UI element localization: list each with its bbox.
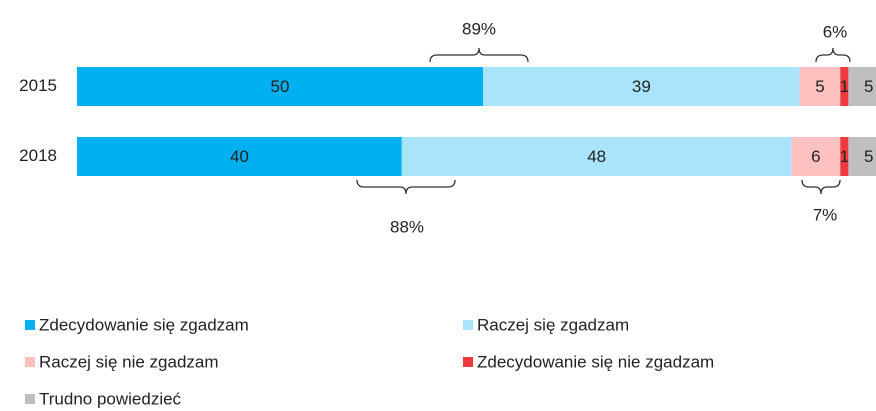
- brace: [801, 179, 841, 195]
- bar-segment: [483, 67, 800, 106]
- bar-segment: [77, 137, 402, 176]
- annotation: 6%: [823, 22, 848, 41]
- data-label: 40: [230, 147, 249, 166]
- brace: [815, 47, 851, 63]
- bar-segment: [799, 67, 841, 106]
- legend-swatch: [25, 394, 35, 404]
- data-label: 48: [587, 147, 606, 166]
- legend-label: Zdecydowanie się nie zgadzam: [477, 352, 714, 371]
- brace: [356, 179, 456, 195]
- legend-label: Trudno powiedzieć: [39, 389, 182, 408]
- data-label: 5: [864, 147, 873, 166]
- legend-swatch: [463, 320, 473, 330]
- data-label: 1: [840, 147, 849, 166]
- data-label: 1: [840, 77, 849, 96]
- y-tick-label: 2015: [19, 76, 57, 95]
- brace: [429, 47, 529, 63]
- legend-swatch: [25, 357, 35, 367]
- bar-segment: [840, 137, 849, 176]
- y-tick-label: 2018: [19, 146, 57, 165]
- data-label: 6: [811, 147, 820, 166]
- bar-segment: [848, 137, 876, 176]
- bar-segment: [401, 137, 792, 176]
- annotation: 88%: [390, 217, 424, 236]
- data-label: 5: [864, 77, 873, 96]
- legend-swatch: [25, 320, 35, 330]
- legend-label: Raczej się zgadzam: [477, 315, 629, 334]
- bar-segment: [848, 67, 876, 106]
- bar-segment: [791, 137, 841, 176]
- legend-label: Zdecydowanie się zgadzam: [39, 315, 249, 334]
- data-label: 5: [815, 77, 824, 96]
- bar-segment: [77, 67, 483, 106]
- annotation: 7%: [813, 205, 838, 224]
- bar-segment: [840, 67, 849, 106]
- data-label: 50: [271, 77, 290, 96]
- legend-swatch: [463, 357, 473, 367]
- annotation: 89%: [462, 19, 496, 38]
- legend-label: Raczej się nie zgadzam: [39, 352, 219, 371]
- data-label: 39: [632, 77, 651, 96]
